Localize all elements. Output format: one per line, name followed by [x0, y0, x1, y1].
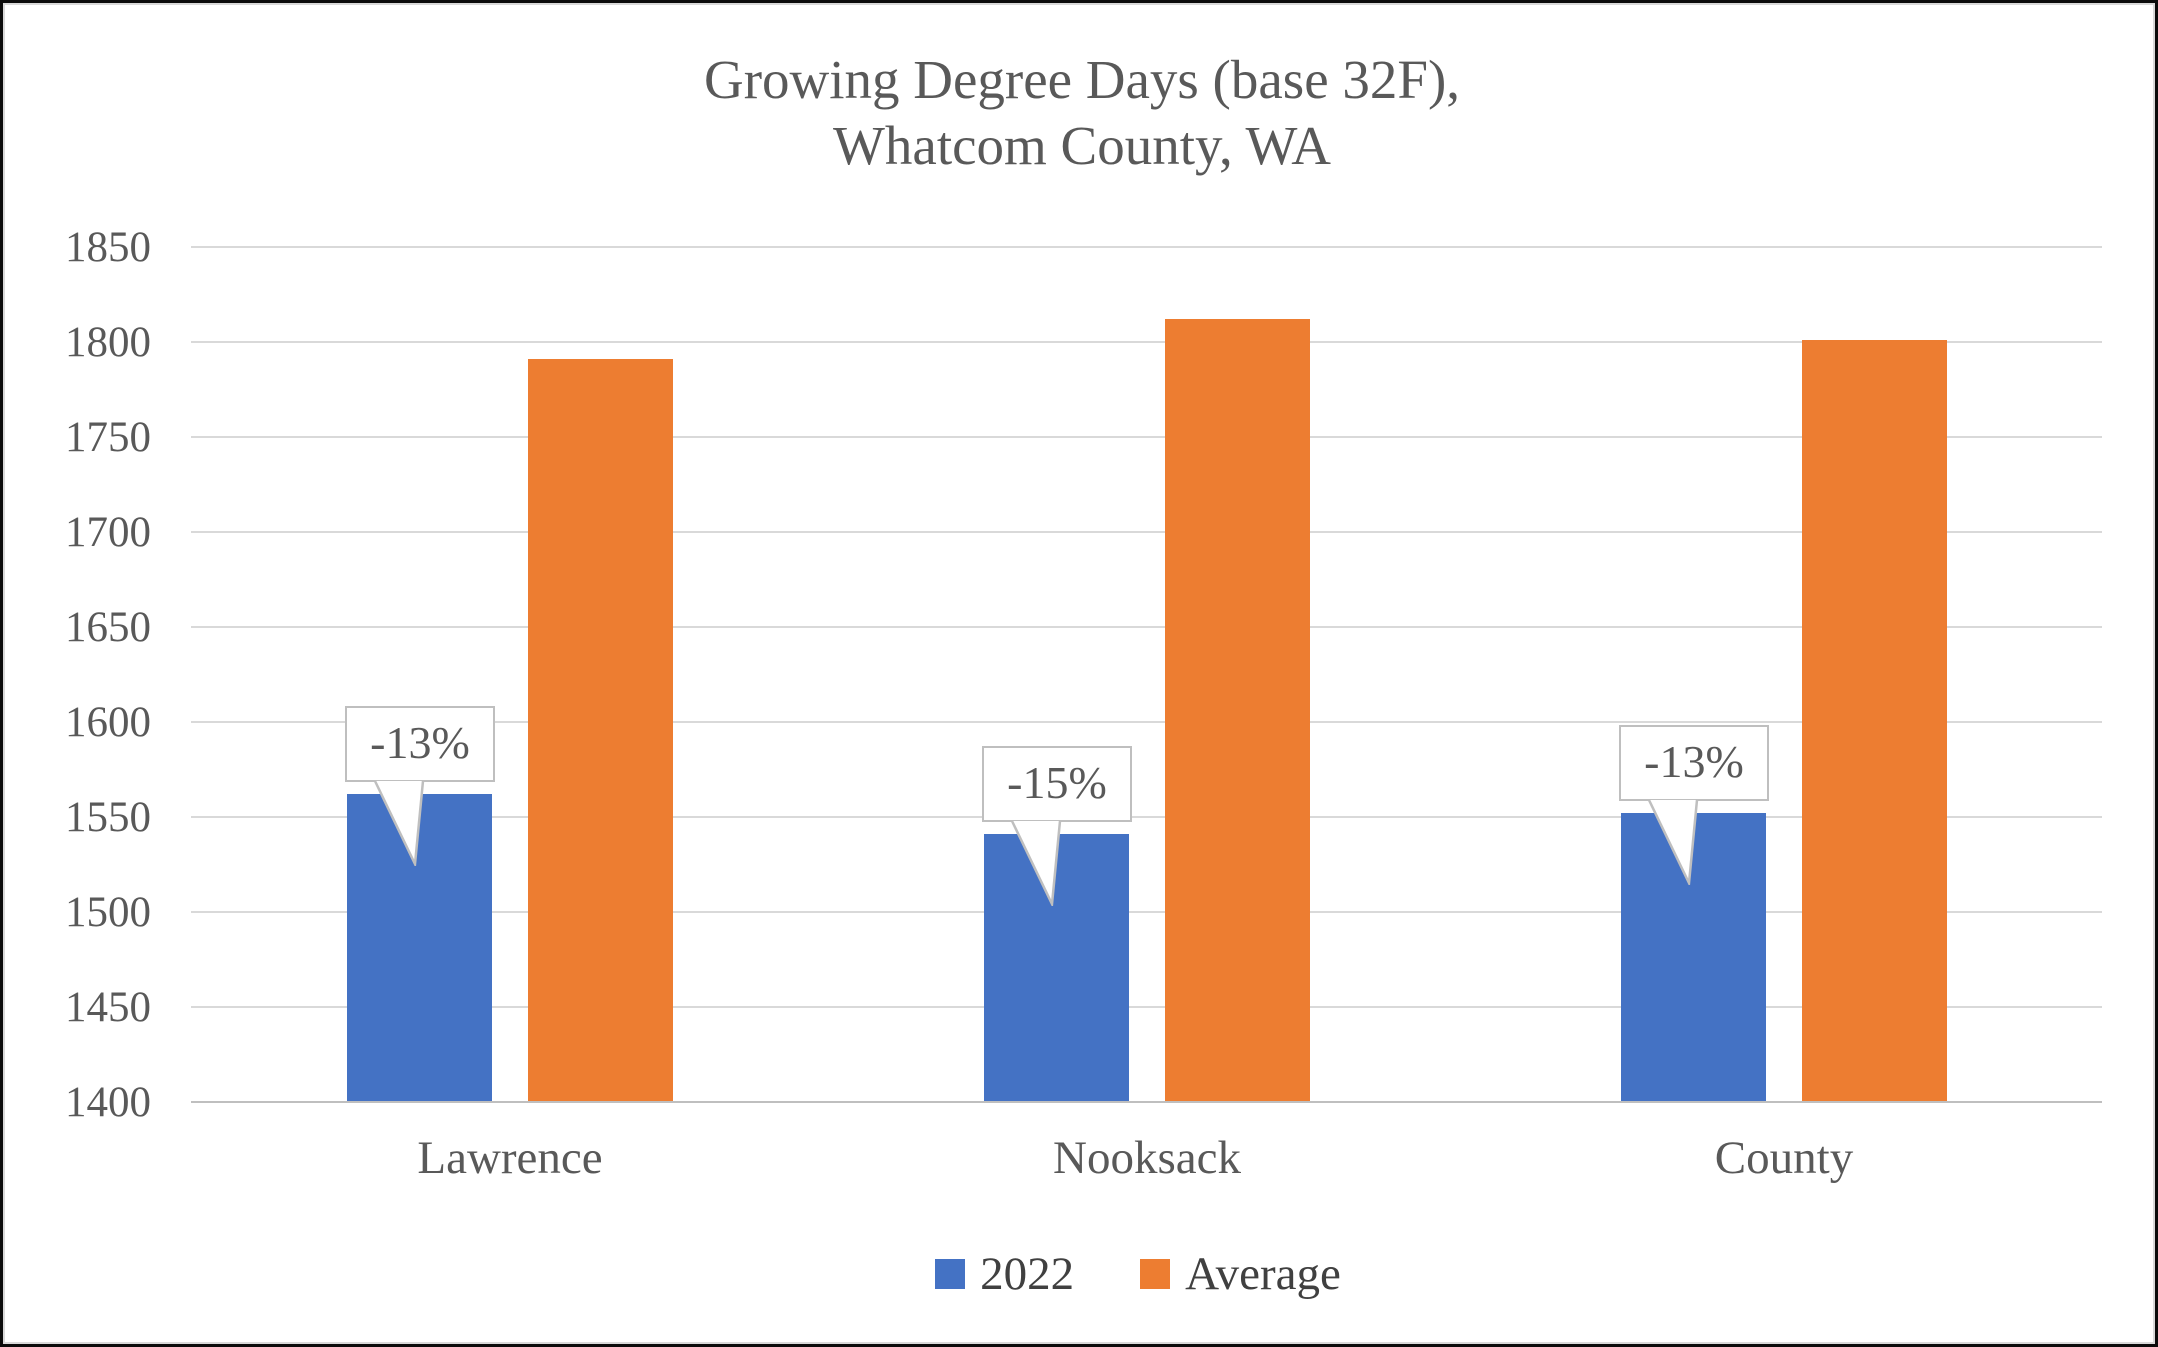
- bar-average-county: [1802, 340, 1947, 1101]
- y-tick-label: 1600: [65, 699, 151, 746]
- chart-canvas: Growing Degree Days (base 32F), Whatcom …: [3, 3, 2155, 1344]
- y-tick-label: 1850: [65, 224, 151, 271]
- gridline: [191, 911, 2102, 913]
- bar-2022-lawrence: [347, 794, 492, 1101]
- x-axis-line: [191, 1101, 2102, 1103]
- chart-title-line-2: Whatcom County, WA: [833, 115, 1331, 176]
- callout-pointer-icon: [1010, 820, 1062, 906]
- y-tick-label: 1400: [65, 1079, 151, 1126]
- legend-swatch-average-icon: [1140, 1259, 1171, 1289]
- x-category-label: County: [1714, 1132, 1854, 1184]
- y-tick-label: 1750: [65, 414, 151, 461]
- y-tick-label: 1700: [65, 509, 151, 556]
- x-category-label: Nooksack: [1053, 1132, 1241, 1184]
- chart-title: Growing Degree Days (base 32F), Whatcom …: [3, 47, 2155, 179]
- gridline: [191, 721, 2102, 723]
- legend-item-2022: 2022: [935, 1247, 1074, 1301]
- y-tick-label: 1450: [65, 984, 151, 1031]
- data-label-callout: -13%: [1619, 725, 1769, 801]
- legend: 2022 Average: [59, 1247, 2155, 1301]
- callout-pointer-icon: [373, 780, 425, 866]
- y-tick-label: 1550: [65, 794, 151, 841]
- legend-label-average: Average: [1185, 1248, 1341, 1300]
- gridline: [191, 341, 2102, 343]
- bar-2022-nooksack: [984, 834, 1129, 1101]
- inner-hairline-border: [3, 3, 2155, 1344]
- gridline: [191, 531, 2102, 533]
- x-category-label: Lawrence: [417, 1132, 603, 1184]
- bar-average-lawrence: [528, 359, 673, 1101]
- gridline: [191, 1006, 2102, 1008]
- legend-label-2022: 2022: [980, 1248, 1075, 1300]
- legend-swatch-2022-icon: [935, 1259, 966, 1289]
- y-tick-label: 1650: [65, 604, 151, 651]
- gridline: [191, 246, 2102, 248]
- gridline: [191, 626, 2102, 628]
- data-label-callout: -13%: [345, 706, 495, 782]
- legend-item-average: Average: [1140, 1247, 1341, 1301]
- chart-title-line-1: Growing Degree Days (base 32F),: [703, 49, 1461, 110]
- bar-2022-county: [1621, 813, 1766, 1101]
- gridline: [191, 436, 2102, 438]
- y-tick-label: 1800: [65, 319, 151, 366]
- callout-pointer-icon: [1647, 799, 1699, 885]
- data-label-callout: -15%: [982, 746, 1132, 822]
- y-tick-label: 1500: [65, 889, 151, 936]
- gridline: [191, 816, 2102, 818]
- bar-average-nooksack: [1165, 319, 1310, 1101]
